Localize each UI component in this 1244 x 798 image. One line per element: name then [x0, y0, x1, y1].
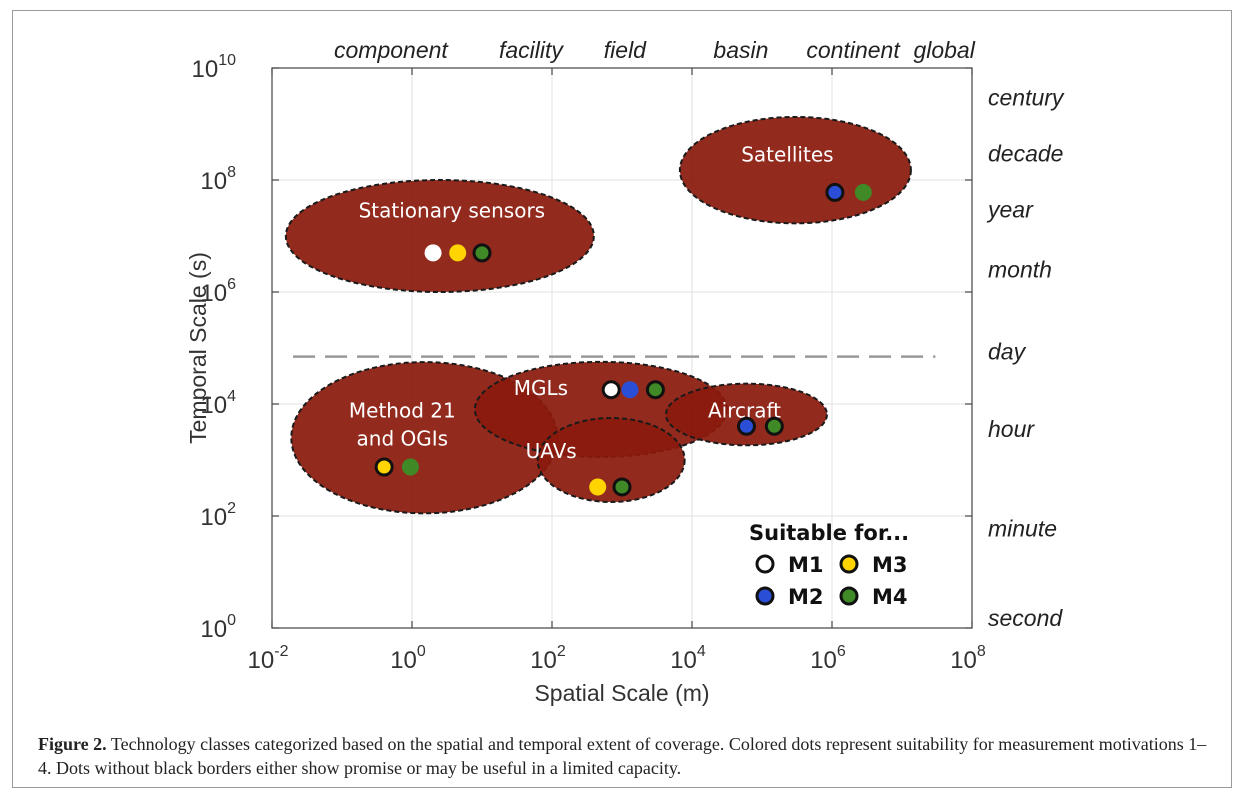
region-ellipse [664, 382, 828, 447]
top-scale-label: component [334, 37, 449, 63]
y-tick-label: 102 [200, 500, 236, 531]
x-tick-label: 100 [390, 643, 426, 674]
y-tick-label: 1010 [192, 52, 237, 83]
region-label: Stationary sensors [359, 198, 545, 222]
right-scale-label: decade [988, 140, 1063, 166]
y-tick-label: 106 [200, 276, 236, 307]
y-tick-label: 108 [200, 164, 236, 195]
top-scale-label: field [604, 37, 647, 63]
x-tick-label: 104 [670, 643, 706, 674]
right-scale-label: day [988, 339, 1027, 365]
region-ellipse [284, 179, 595, 293]
right-scale-label: hour [988, 416, 1035, 442]
top-scale-label: global [913, 37, 975, 63]
legend-label: M1 [788, 553, 824, 577]
legend-label: M3 [872, 553, 908, 577]
y-tick-label: 104 [200, 388, 236, 419]
legend-label: M2 [788, 585, 824, 609]
top-scale-label: continent [806, 37, 901, 63]
y-tick-label: 100 [200, 612, 236, 643]
right-scale-label: second [988, 605, 1063, 631]
y-axis-label: Temporal Scale (s) [185, 252, 211, 444]
x-tick-label: 10-2 [248, 643, 289, 674]
data-point-m1 [424, 244, 442, 262]
data-point-m3 [449, 244, 467, 262]
x-tick-label: 102 [530, 643, 566, 674]
region-label: and OGIs [357, 426, 449, 450]
data-point-m4 [472, 243, 492, 263]
data-point-m3 [589, 478, 607, 496]
right-scale-label: month [988, 257, 1052, 283]
region-ellipse [536, 417, 686, 503]
caption-label: Figure 2. [38, 734, 107, 754]
legend-label: M4 [872, 585, 908, 609]
legend-swatch [839, 586, 859, 606]
data-point-m2 [736, 416, 756, 436]
data-point-m4 [401, 458, 419, 476]
data-point-m4 [645, 380, 665, 400]
region-ellipse [678, 115, 912, 225]
region-label: Method 21 [349, 398, 456, 422]
right-scale-label: minute [988, 515, 1057, 541]
data-point-m1 [601, 380, 621, 400]
top-scale-label: facility [499, 37, 564, 63]
data-point-m2 [825, 182, 845, 202]
data-point-m4 [764, 416, 784, 436]
top-scale-label: basin [713, 37, 768, 63]
x-tick-label: 108 [950, 643, 986, 674]
caption-text: Technology classes categorized based on … [38, 734, 1207, 778]
legend-swatch [839, 554, 859, 574]
region-label: Satellites [741, 142, 833, 166]
legend-title: Suitable for... [749, 521, 909, 545]
axes-box [271, 67, 973, 629]
region-label: MGLs [514, 376, 568, 400]
right-scale-label: year [986, 196, 1034, 222]
data-point-m2 [621, 381, 639, 399]
figure-caption: Figure 2. Technology classes categorized… [38, 732, 1218, 780]
data-point-m4 [612, 477, 632, 497]
right-scale-label: century [988, 84, 1065, 110]
x-tick-label: 106 [810, 643, 846, 674]
x-axis-label: Spatial Scale (m) [534, 680, 709, 706]
legend-swatch [755, 554, 775, 574]
data-point-m3 [374, 457, 394, 477]
legend-swatch [755, 586, 775, 606]
data-point-m4 [854, 183, 872, 201]
region-label: UAVs [526, 439, 577, 463]
